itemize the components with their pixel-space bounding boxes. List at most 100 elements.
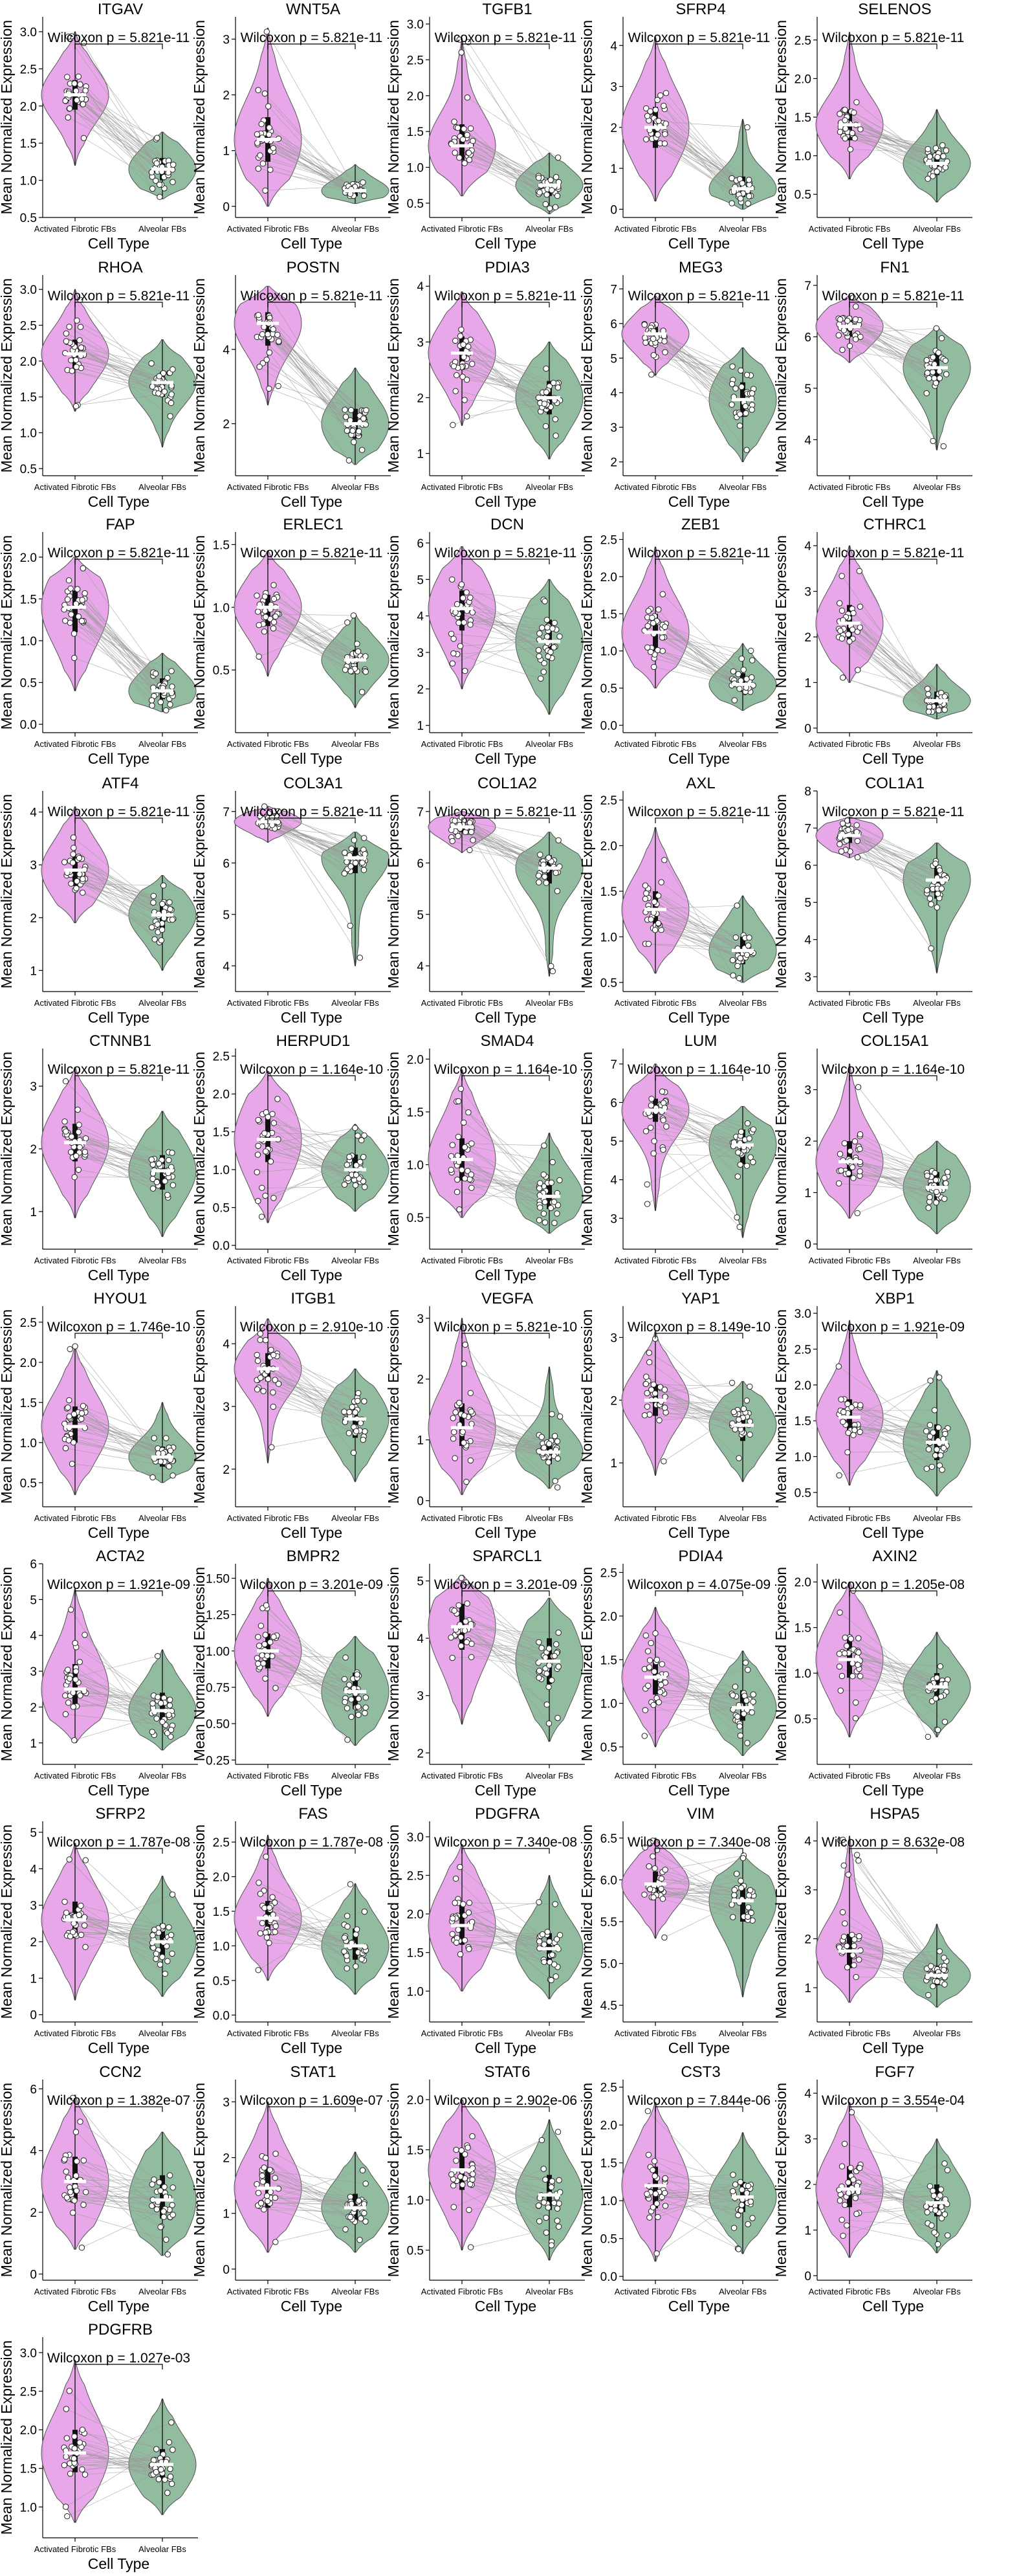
pair-line xyxy=(855,339,935,365)
y-tick-label: 1 xyxy=(417,448,424,461)
pair-line xyxy=(649,1352,746,1413)
sample-point xyxy=(449,838,455,845)
y-tick-label: 0.5 xyxy=(794,1487,811,1500)
y-tick-label: 0.50 xyxy=(206,1718,230,1731)
panel-title: STAT1 xyxy=(290,2063,336,2081)
pair-line xyxy=(266,31,353,184)
pair-line xyxy=(644,337,742,387)
sample-point xyxy=(535,872,542,879)
pair-line xyxy=(451,1170,540,1195)
pair-line xyxy=(82,874,164,903)
pair-line xyxy=(472,612,545,664)
y-tick-label: 6.5 xyxy=(600,1832,617,1846)
y-tick-label: 2.5 xyxy=(600,794,617,808)
y-tick-label: 3.0 xyxy=(794,1307,811,1321)
pair-line xyxy=(454,1610,558,1718)
y-tick-label: 7 xyxy=(223,806,230,819)
sample-point xyxy=(941,707,948,713)
sample-point xyxy=(736,1224,743,1230)
pair-line xyxy=(459,1624,540,1678)
sample-point xyxy=(70,1704,76,1710)
sample-point xyxy=(69,368,75,374)
sample-point xyxy=(463,1478,470,1485)
significance-bracket xyxy=(74,1590,163,1596)
pair-line xyxy=(468,1416,547,1443)
sample-point xyxy=(362,1704,369,1711)
x-tick-label: Activated Fibrotic FBs xyxy=(615,224,697,234)
sample-point xyxy=(82,1149,89,1155)
sample-point xyxy=(461,353,467,361)
sample-point xyxy=(156,373,162,380)
y-axis-label: Mean Normalized Expression xyxy=(191,535,208,729)
paired-lines xyxy=(645,1091,754,1227)
pair-line xyxy=(839,603,947,699)
sample-point xyxy=(657,1689,664,1696)
sample-point xyxy=(849,1660,856,1667)
y-tick-label: 5 xyxy=(30,1593,37,1607)
pair-line xyxy=(857,832,943,883)
sample-point xyxy=(254,1655,261,1661)
sample-point xyxy=(543,365,549,372)
panel-title: XBP1 xyxy=(875,1290,914,1307)
sample-point xyxy=(258,1623,265,1629)
sample-point xyxy=(359,689,366,695)
pair-line xyxy=(78,394,162,406)
significance-bracket xyxy=(849,1075,937,1081)
pair-line xyxy=(80,1661,152,1714)
sample-point xyxy=(735,671,741,678)
sample-point xyxy=(82,87,89,94)
y-axis-label: Mean Normalized Expression xyxy=(385,278,402,472)
pair-line xyxy=(278,342,352,435)
sample-point xyxy=(166,2172,173,2179)
sample-point xyxy=(449,1142,456,1148)
sample-point xyxy=(155,1450,162,1457)
iqr-box xyxy=(265,312,270,346)
y-tick-label: 0 xyxy=(223,201,230,214)
x-tick-label: Activated Fibrotic FBs xyxy=(421,1256,503,1265)
x-axis-label: Cell Type xyxy=(88,493,149,510)
y-axis-label: Mean Normalized Expression xyxy=(578,1052,595,1246)
sample-point xyxy=(934,1674,940,1681)
y-tick-label: 1 xyxy=(30,964,37,978)
pair-line xyxy=(70,1695,171,1730)
sample-point xyxy=(356,1159,364,1166)
sample-point xyxy=(148,924,155,931)
pair-line xyxy=(659,1404,742,1436)
sample-point xyxy=(925,1446,932,1452)
y-tick-label: 2 xyxy=(610,1394,617,1408)
y-axis-label: Mean Normalized Expression xyxy=(773,1309,789,1504)
sample-point xyxy=(65,114,71,121)
sample-point xyxy=(646,1863,652,1870)
sample-point xyxy=(156,181,163,188)
x-tick-label: Alveolar FBs xyxy=(913,2028,961,2038)
sample-point xyxy=(661,102,667,109)
sample-point xyxy=(852,1715,859,1722)
pair-line xyxy=(464,622,546,648)
y-tick-label: 2.5 xyxy=(20,63,37,76)
pair-line xyxy=(274,1379,353,1408)
sample-point xyxy=(857,1168,863,1175)
sample-point xyxy=(934,904,941,911)
pair-line xyxy=(472,140,551,209)
panel-title: FAP xyxy=(105,516,135,533)
pair-line xyxy=(270,605,362,693)
sample-point xyxy=(746,193,752,199)
y-tick-label: 6.0 xyxy=(600,1874,617,1887)
sample-point xyxy=(453,1939,460,1946)
sample-point xyxy=(746,935,752,941)
sample-point xyxy=(941,1981,948,1988)
sample-point xyxy=(737,955,744,962)
pair-line xyxy=(258,1127,355,1146)
sample-point xyxy=(63,330,69,337)
pair-line xyxy=(648,943,745,949)
wilcoxon-annotation: Wilcoxon p = 5.821e-11 xyxy=(435,30,577,45)
pair-line xyxy=(842,1377,939,1423)
sample-point xyxy=(255,1634,261,1640)
pair-line xyxy=(82,98,160,185)
paired-lines xyxy=(256,584,366,693)
sample-point xyxy=(352,1182,359,1189)
sample-point xyxy=(941,1718,948,1726)
sample-point xyxy=(542,423,549,430)
sample-point xyxy=(467,1390,474,1397)
y-tick-label: 2 xyxy=(223,418,230,432)
